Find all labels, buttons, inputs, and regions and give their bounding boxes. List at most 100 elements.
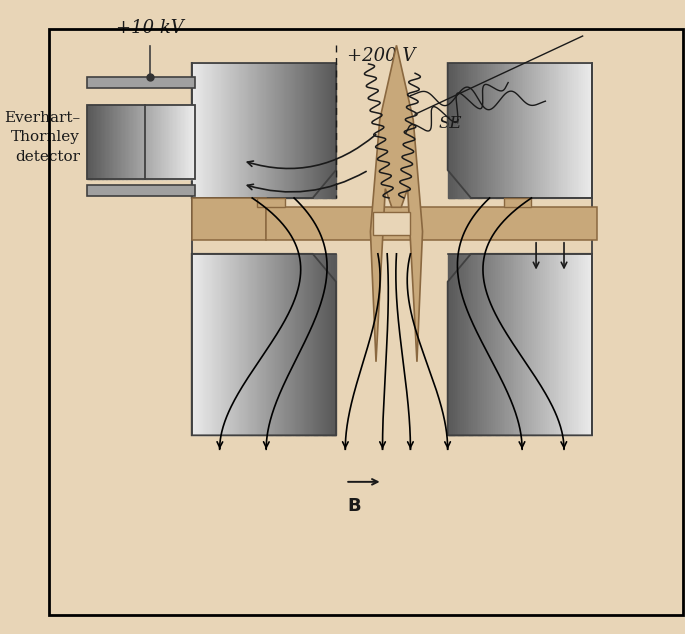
Bar [92,105,93,179]
Bar [449,254,451,436]
Bar [184,105,186,179]
Bar [162,105,164,179]
Bar [560,63,562,198]
Bar [173,105,175,179]
Bar [262,63,264,198]
Bar [493,63,495,198]
Bar [130,105,132,179]
Bar [287,254,290,436]
Bar [511,63,513,198]
Bar [495,63,497,198]
Bar [192,105,194,179]
Bar [273,254,275,436]
Bar [199,254,201,436]
Bar [478,254,481,436]
Bar [282,63,284,198]
Bar [311,63,313,198]
Bar [486,63,488,198]
Bar [258,254,261,436]
Bar [291,254,293,436]
Bar [255,63,257,198]
Bar [583,63,585,198]
Bar [179,105,180,179]
Bar [462,254,464,436]
Bar [518,63,521,198]
Bar [244,63,247,198]
Bar [551,254,553,436]
Bar [563,254,565,436]
Bar [197,254,199,436]
Bar [329,63,331,198]
Bar [242,254,245,436]
Bar [312,254,315,436]
Bar [273,63,275,198]
Bar [306,63,308,198]
Bar [286,254,288,436]
Bar [529,254,531,436]
Bar [318,63,320,198]
Bar [223,254,225,436]
Bar [309,254,311,436]
Bar [192,63,194,198]
Bar [453,254,456,436]
Bar [298,254,301,436]
Bar [108,105,110,179]
Bar [195,63,197,198]
Bar [541,254,544,436]
Bar [301,63,304,198]
Bar [112,105,114,179]
Bar [521,254,524,436]
Bar [194,63,196,198]
Bar [580,254,582,436]
Bar [195,254,197,436]
Bar [286,63,288,198]
Bar [295,254,297,436]
Bar [266,207,597,240]
Bar [228,254,230,436]
Bar [558,63,560,198]
Bar [466,63,468,198]
Bar [332,63,335,198]
Bar [469,63,471,198]
Bar [314,63,316,198]
Bar [177,105,179,179]
Bar [487,63,490,198]
Bar [235,254,237,436]
Bar [127,105,129,179]
Bar [188,105,190,179]
Bar [232,254,234,436]
Bar [506,63,508,198]
Bar [258,63,261,198]
Bar [233,254,236,436]
Bar [460,254,462,436]
Bar [246,254,248,436]
Bar [151,105,152,179]
Bar [497,254,499,436]
Bar [457,63,459,198]
Bar [249,254,251,436]
Bar [303,254,306,436]
Bar [224,254,227,436]
Bar [312,63,315,198]
Bar [329,254,331,436]
Bar [477,254,479,436]
Bar [484,254,486,436]
Bar [215,63,217,198]
Bar [291,63,293,198]
Bar [572,254,574,436]
Bar [545,254,547,436]
Bar [119,105,120,179]
Bar [469,254,471,436]
Bar [458,63,461,198]
Bar [233,63,236,198]
Bar [97,105,99,179]
Bar [171,105,172,179]
Bar [323,63,325,198]
Bar [480,63,482,198]
Bar [255,254,257,436]
Bar [495,254,497,436]
Bar [224,63,227,198]
Bar [577,63,580,198]
Bar [121,105,123,179]
Polygon shape [192,198,266,240]
